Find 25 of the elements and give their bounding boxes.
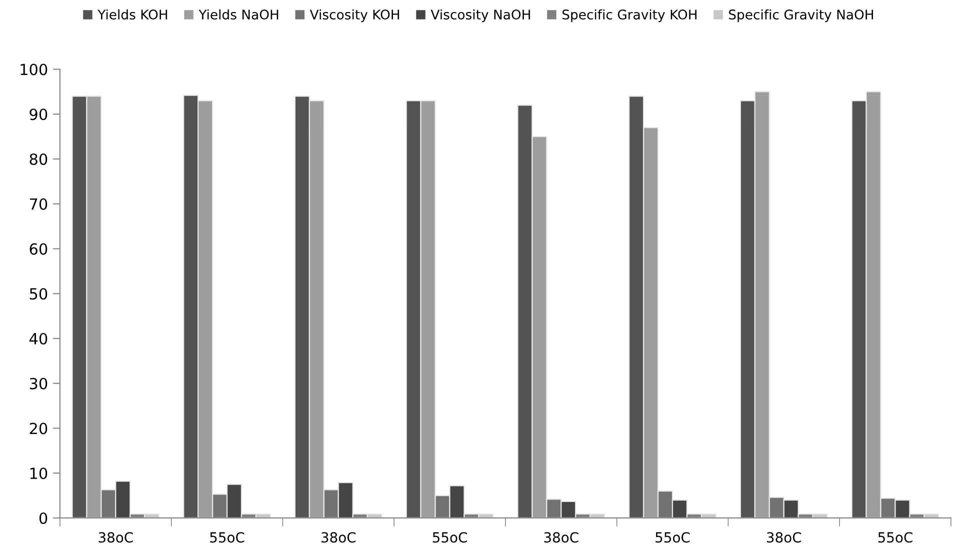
x-tick-label: 55oC	[878, 532, 912, 543]
y-tick-label: 70	[30, 198, 48, 210]
y-tick-label: 20	[30, 422, 48, 434]
y-tick-label: 40	[29, 332, 48, 345]
y-tick-label: 50	[30, 288, 48, 300]
x-tick-label: 38oC	[98, 532, 133, 543]
x-tick-label: 55oC	[656, 532, 690, 543]
y-tick-label: 10	[30, 468, 48, 480]
y-tick-label: 100	[20, 64, 48, 76]
legend-label: Viscosity KOH	[310, 9, 400, 22]
y-tick-label: 80	[30, 153, 48, 166]
legend-label: Specific Gravity NaOH	[728, 9, 874, 22]
y-tick-label: 60	[30, 243, 48, 255]
legend-label: Specific Gravity KOH	[562, 9, 696, 22]
legend-label: Yields NaOH	[198, 9, 278, 20]
y-tick-label: 0	[39, 512, 48, 524]
y-tick-label: 30	[30, 378, 48, 390]
x-tick-label: 38oC	[766, 532, 802, 543]
legend-label: Viscosity NaOH	[430, 9, 530, 22]
x-tick-label: 38oC	[322, 532, 356, 543]
x-tick-label: 55oC	[210, 532, 244, 543]
x-tick-label: 38oC	[544, 532, 578, 543]
x-tick-label: 55oC	[432, 532, 467, 543]
y-tick-label: 90	[30, 108, 48, 120]
legend-label: Yields KOH	[98, 9, 168, 20]
